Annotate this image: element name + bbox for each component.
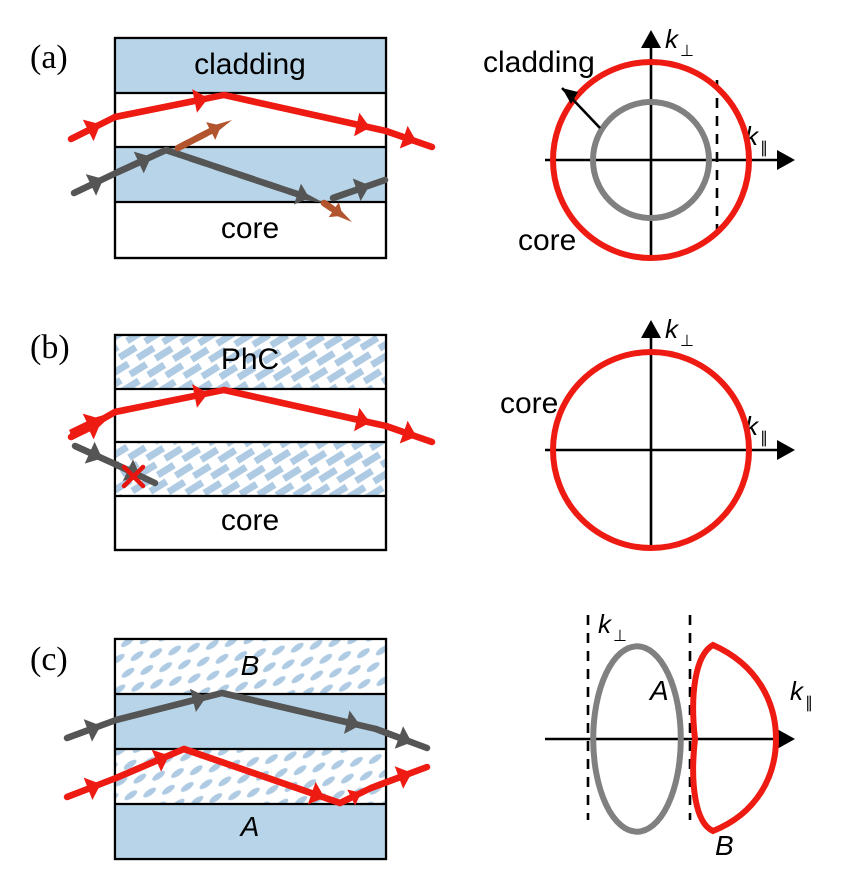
svg-text:k: k [790,676,805,706]
svg-text:core: core [221,504,279,537]
svg-text:k: k [665,314,680,344]
svg-text:B: B [241,650,260,681]
svg-text:A: A [239,811,260,842]
svg-text:⊥: ⊥ [613,628,627,645]
svg-text:k: k [665,24,680,54]
svg-text:(a): (a) [30,39,68,76]
svg-text:PhC: PhC [221,343,279,376]
svg-text:⊥: ⊥ [680,333,694,350]
svg-text:∥: ∥ [760,140,768,157]
svg-text:cladding: cladding [483,46,595,79]
svg-text:core: core [500,387,558,420]
svg-text:∥: ∥ [760,430,768,447]
svg-text:(b): (b) [30,329,70,366]
svg-text:B: B [715,830,734,861]
svg-text:⊥: ⊥ [680,43,694,60]
svg-text:A: A [648,675,669,706]
svg-text:core: core [518,224,576,257]
svg-text:∥: ∥ [805,695,813,712]
svg-text:core: core [221,212,279,245]
svg-text:(c): (c) [30,641,68,678]
svg-text:k: k [598,609,613,639]
svg-text:cladding: cladding [194,48,306,81]
